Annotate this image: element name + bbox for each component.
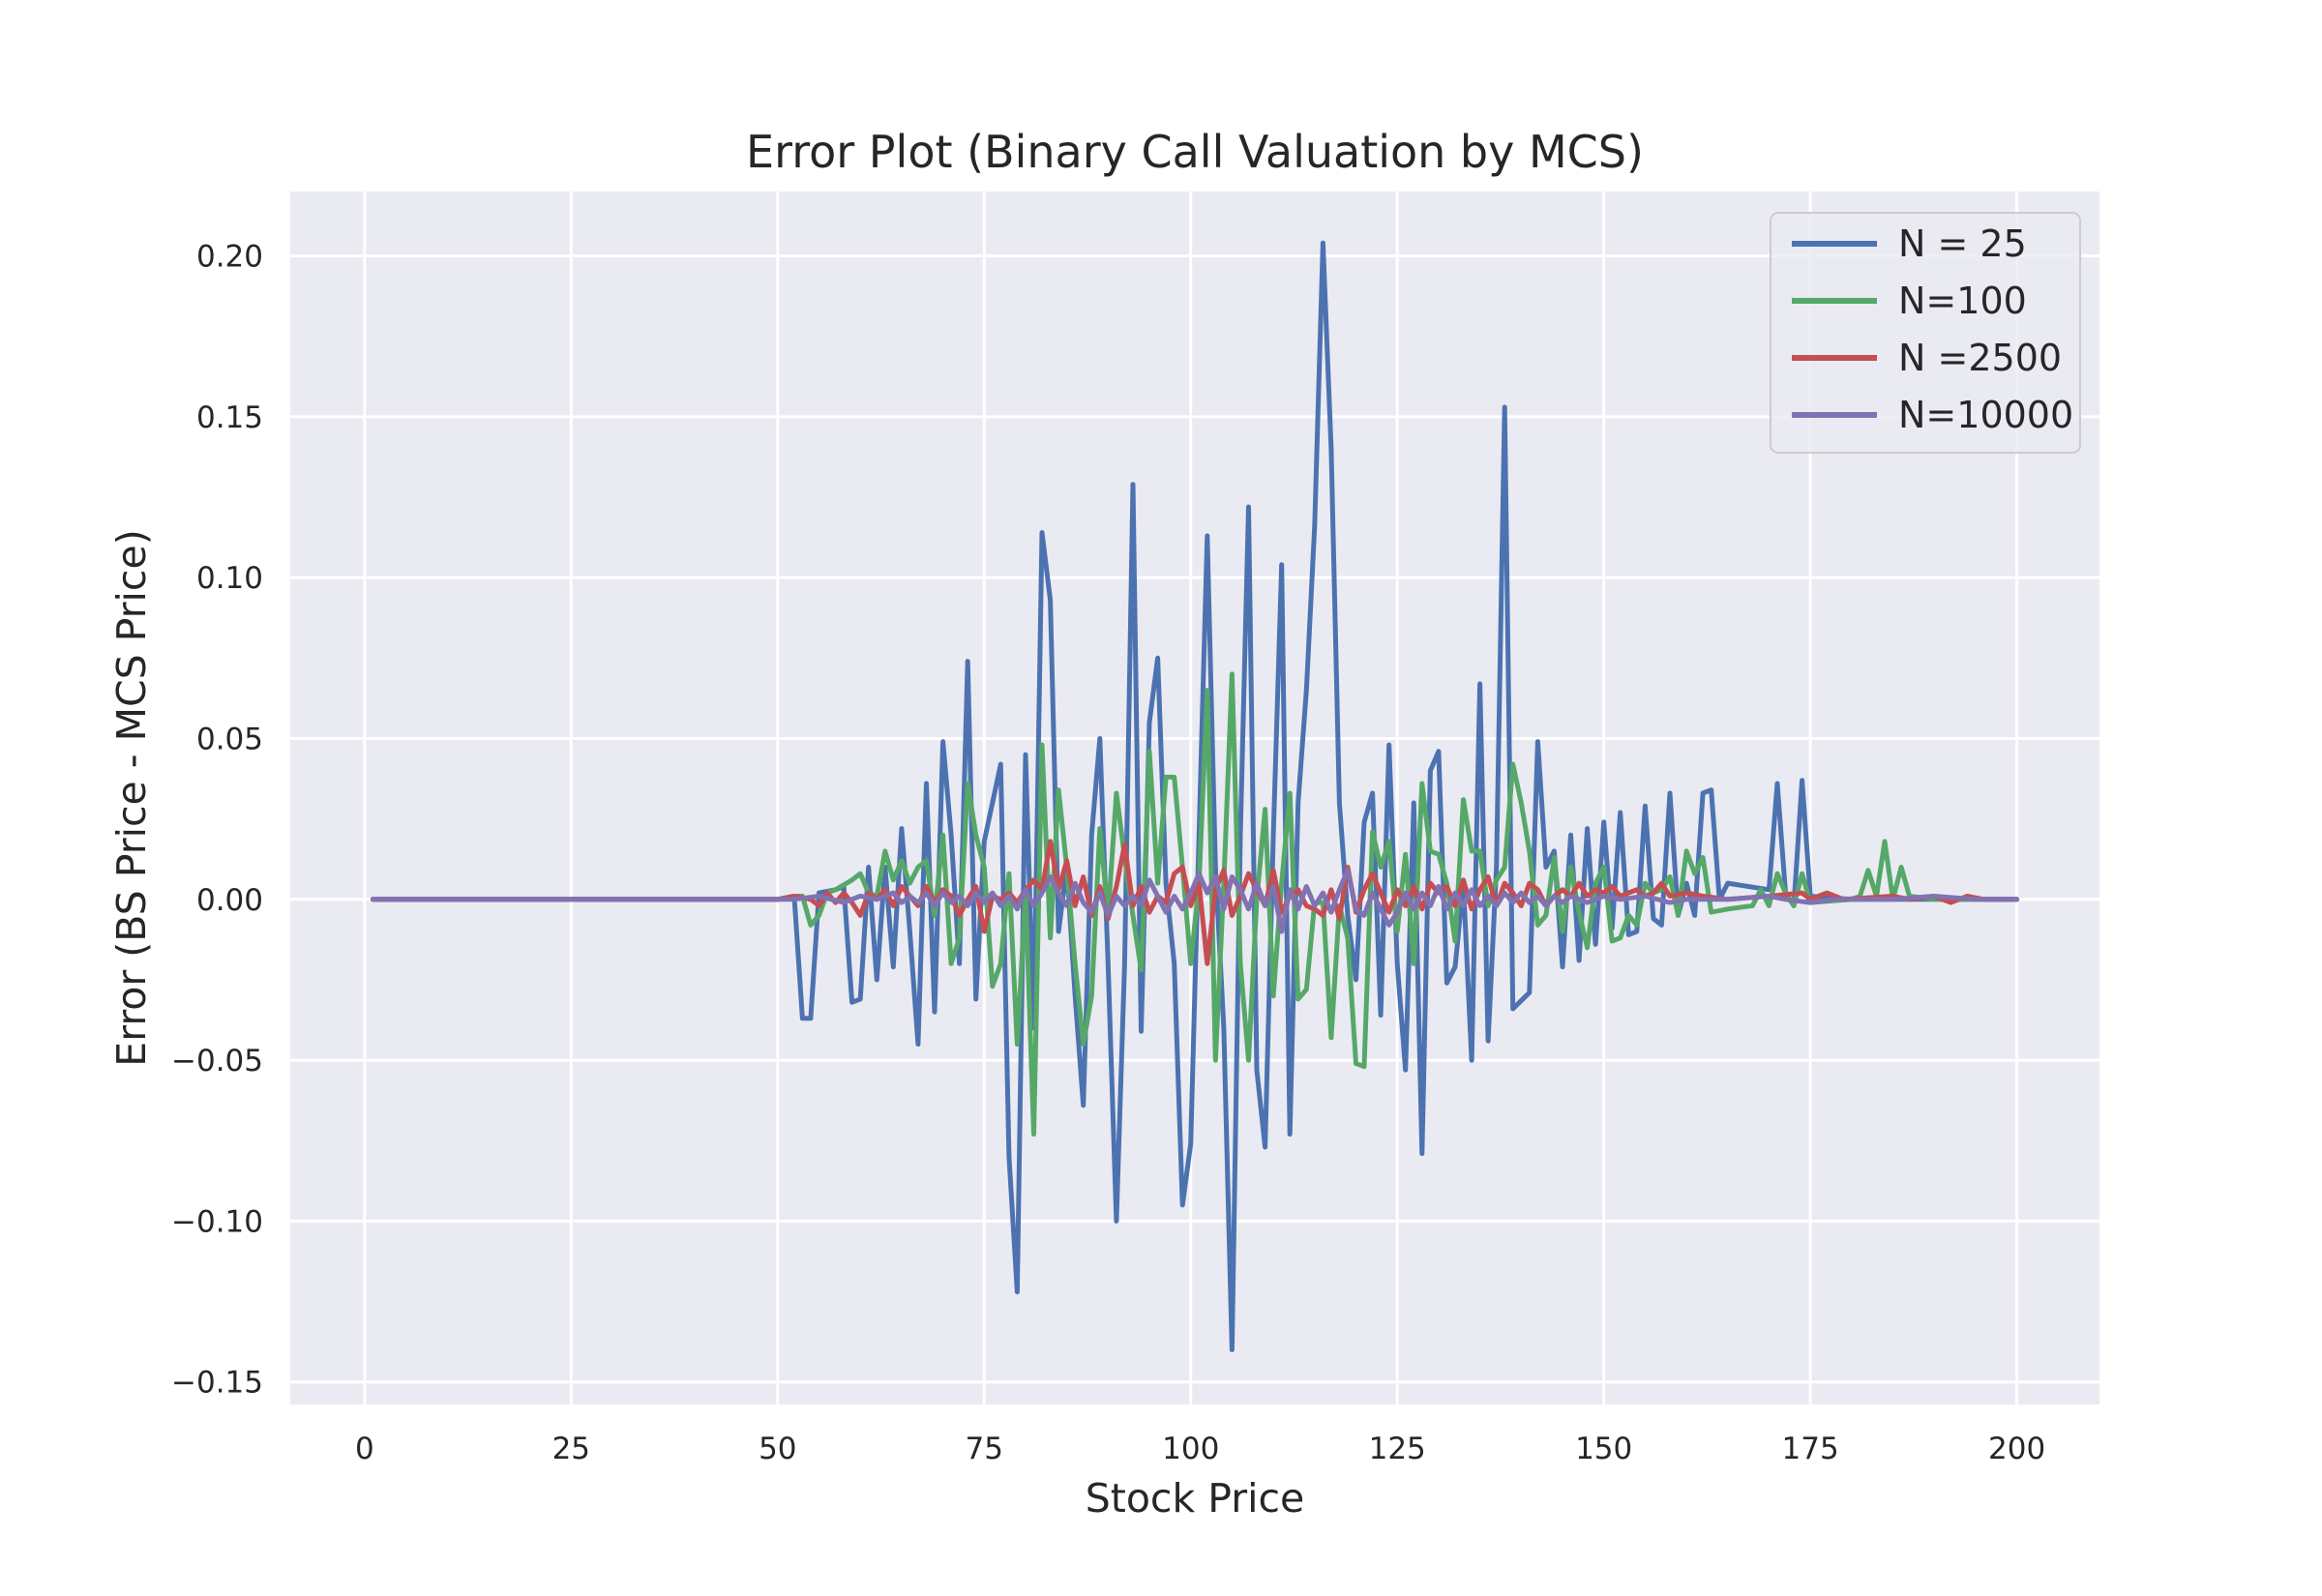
- y-axis-label: Error (BS Price - MCS Price): [108, 529, 155, 1066]
- y-tick-label: 0.20: [196, 240, 263, 275]
- x-tick-label: 150: [1575, 1432, 1632, 1466]
- chart-title: Error Plot (Binary Call Valuation by MCS…: [746, 126, 1644, 178]
- y-tick-label: −0.15: [171, 1366, 263, 1401]
- x-tick-label: 100: [1162, 1432, 1219, 1466]
- y-tick-label: 0.10: [196, 561, 263, 596]
- legend: N = 25 N=100 N =2500 N=10000: [1770, 212, 2081, 454]
- x-tick-label: 25: [552, 1432, 590, 1466]
- y-tick-label: 0.00: [196, 883, 263, 918]
- legend-label-2: N=100: [1898, 280, 2027, 322]
- x-tick-label: 125: [1369, 1432, 1426, 1466]
- x-tick-label: 0: [355, 1432, 374, 1466]
- x-tick-label: 75: [966, 1432, 1003, 1466]
- legend-label-4: N=10000: [1898, 394, 2073, 436]
- series-line-2: [370, 671, 2020, 1138]
- x-axis-ticks: 0 25 50 75 100 125 150 175 200: [355, 1432, 2045, 1466]
- x-axis-label: Stock Price: [1086, 1475, 1305, 1522]
- legend-entries: N = 25 N=100 N =2500 N=10000: [1792, 222, 2073, 436]
- legend-label-3: N =2500: [1898, 337, 2062, 379]
- y-tick-label: 0.15: [196, 400, 263, 435]
- legend-label-1: N = 25: [1898, 222, 2027, 265]
- x-tick-label: 200: [1988, 1432, 2045, 1466]
- series-layer: [370, 240, 2020, 1352]
- x-tick-label: 175: [1782, 1432, 1839, 1466]
- series-line-4: [370, 868, 2020, 934]
- x-tick-label: 50: [759, 1432, 796, 1466]
- y-tick-label: −0.05: [171, 1044, 263, 1079]
- y-axis-ticks: −0.15 −0.10 −0.05 0.00 0.05 0.10 0.15 0.20: [171, 240, 263, 1401]
- y-tick-label: 0.05: [196, 722, 263, 756]
- legend-box: [1770, 212, 2081, 454]
- y-tick-label: −0.10: [171, 1204, 263, 1239]
